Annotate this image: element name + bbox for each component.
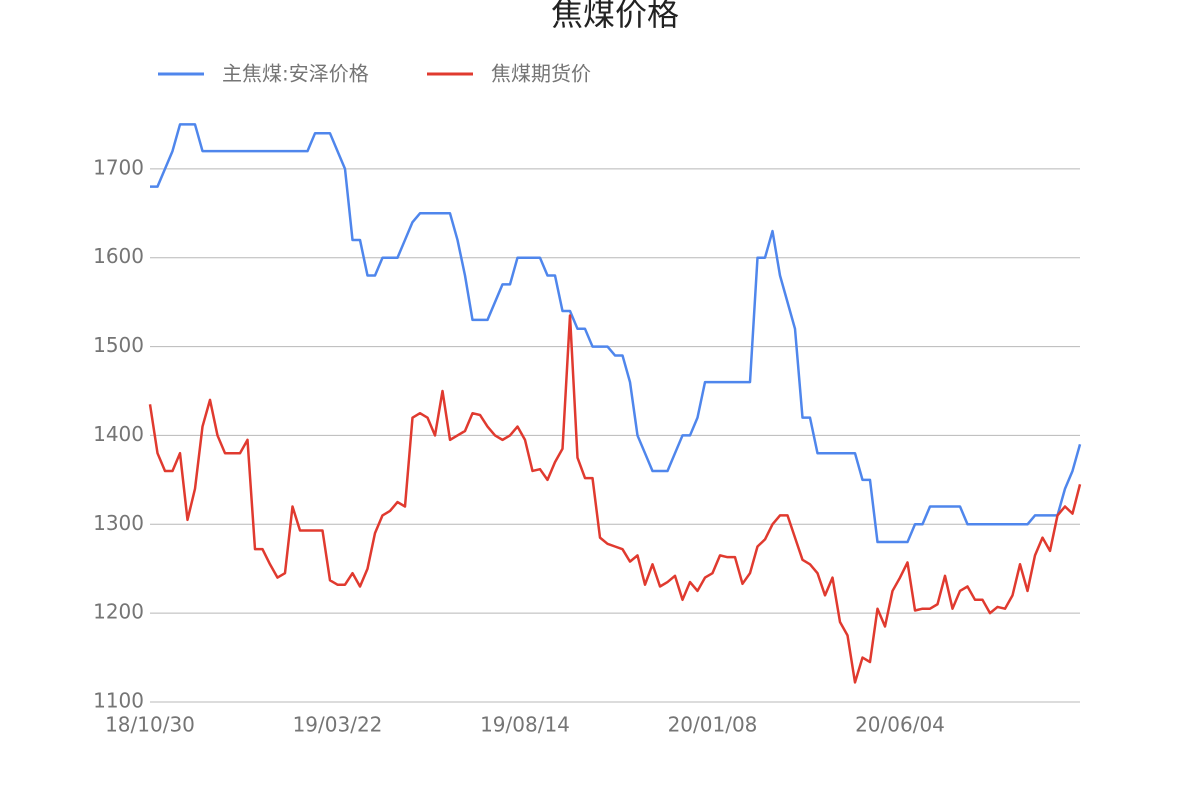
y-tick-label: 1600 xyxy=(93,244,144,268)
y-tick-label: 1700 xyxy=(93,155,144,179)
x-tick-label: 20/06/04 xyxy=(855,713,945,737)
y-tick-label: 1200 xyxy=(93,600,144,624)
series-line xyxy=(148,314,1082,684)
legend-label: 焦煤期货价 xyxy=(491,62,591,86)
x-tick-label: 19/08/14 xyxy=(480,713,570,737)
y-tick-label: 1100 xyxy=(93,689,144,713)
x-tick-label: 18/10/30 xyxy=(105,713,195,737)
legend-label: 主焦煤:安泽价格 xyxy=(222,62,369,86)
x-tick-label: 20/01/08 xyxy=(668,713,758,737)
series-line xyxy=(150,123,1082,544)
y-tick-label: 1500 xyxy=(93,333,144,357)
y-tick-label: 1300 xyxy=(93,511,144,535)
chart-title: 焦煤价格 xyxy=(551,0,679,33)
y-tick-label: 1400 xyxy=(93,422,144,446)
x-tick-label: 19/03/22 xyxy=(293,713,383,737)
